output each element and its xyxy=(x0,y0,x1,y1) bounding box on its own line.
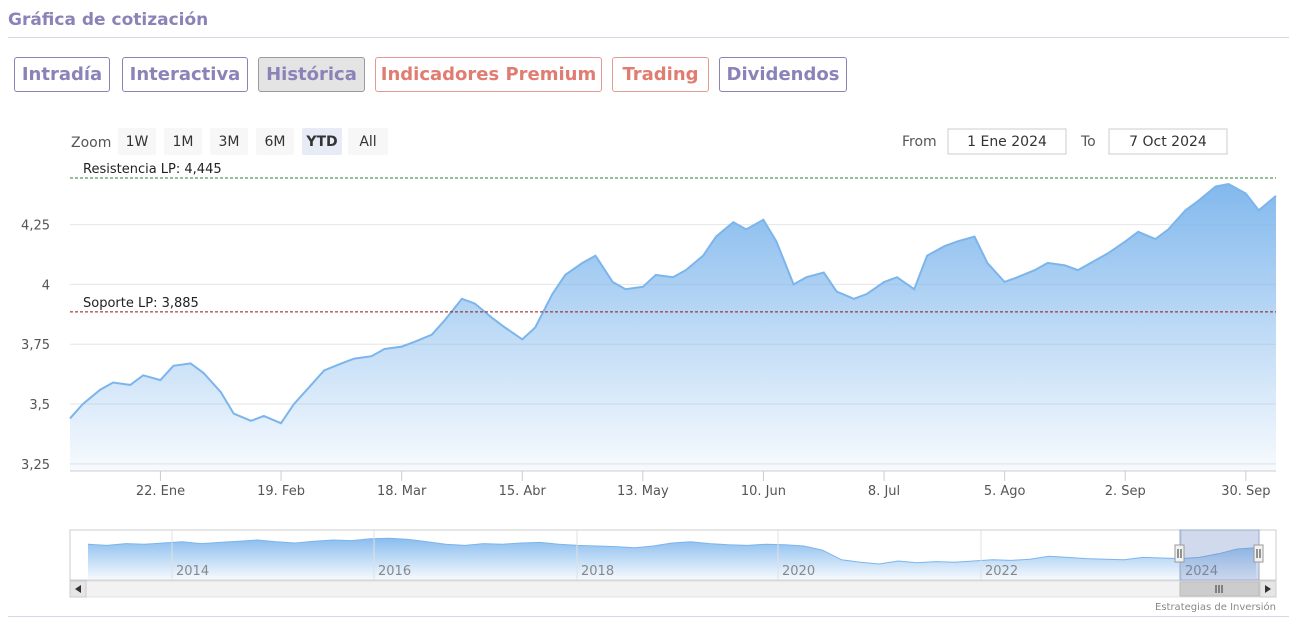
zoom-button-label: 6M xyxy=(265,134,286,150)
price-line xyxy=(69,182,1277,425)
tab-trading[interactable]: Trading xyxy=(612,57,709,92)
y-tick-label: 3,25 xyxy=(21,458,50,473)
x-tick-label: 8. Jul xyxy=(868,484,900,499)
navigator-year-label: 2016 xyxy=(378,564,411,579)
x-tick-label: 13. May xyxy=(617,484,669,499)
x-tick-label: 10. Jun xyxy=(741,484,786,499)
navigator-year-label: 2024 xyxy=(1185,564,1218,579)
y-tick-label: 3,5 xyxy=(29,398,50,413)
x-axis: 22. Ene 19. Feb 18. Mar 15. Abr 13. May 10. J… xyxy=(136,471,1271,499)
y-tick-label: 3,75 xyxy=(21,338,50,353)
zoom-button-ytd[interactable] xyxy=(302,128,342,155)
navigator-year-label: 2018 xyxy=(581,564,614,579)
zoom-buttons: 1W 1M 3M 6M YTD All xyxy=(118,128,388,155)
grip-icon xyxy=(1215,585,1223,593)
x-tick-label: 22. Ene xyxy=(136,484,185,499)
from-label: From xyxy=(902,134,937,150)
bottom-divider xyxy=(8,616,1289,617)
navigator-area xyxy=(88,538,1256,579)
support-label: Soporte LP: 3,885 xyxy=(83,296,199,311)
arrow-right-icon xyxy=(1265,585,1271,593)
to-label: To xyxy=(1080,134,1096,150)
x-tick-label: 2. Sep xyxy=(1105,484,1146,499)
y-axis: 3,25 3,5 3,75 4 4,25 xyxy=(21,219,50,473)
tab-dividendos[interactable]: Dividendos xyxy=(719,57,847,92)
navigator-handle-right[interactable] xyxy=(1253,544,1264,563)
zoom-button-label: 3M xyxy=(219,134,240,150)
navigator-year-label: 2020 xyxy=(782,564,815,579)
x-tick-label: 18. Mar xyxy=(377,484,427,499)
tab-intradia[interactable]: Intradía xyxy=(14,57,110,92)
page-title: Gráfica de cotización xyxy=(8,10,209,30)
chart-credits[interactable]: Estrategias de Inversión xyxy=(1155,601,1276,613)
price-area xyxy=(70,184,1276,471)
x-tick-label: 5. Ago xyxy=(984,484,1026,499)
navigator-line xyxy=(87,537,1257,565)
zoom-label: Zoom xyxy=(71,135,111,151)
zoom-button-label: 1M xyxy=(173,134,194,150)
tab-indicadores-premium[interactable]: Indicadores Premium xyxy=(375,57,602,92)
navigator-years: 2014 2016 2018 2020 2022 2024 xyxy=(171,530,1218,580)
annotations: Resistencia LP: 4,445 Soporte LP: 3,885 xyxy=(70,162,1276,313)
x-tick-label: 19. Feb xyxy=(257,484,305,499)
y-tick-label: 4,25 xyxy=(21,219,50,234)
tab-historica[interactable]: Histórica xyxy=(258,57,365,92)
navigator-year-label: 2014 xyxy=(176,564,209,579)
y-tick-label: 4 xyxy=(42,278,50,293)
arrow-left-icon xyxy=(75,585,81,593)
tab-interactiva[interactable]: Interactiva xyxy=(122,57,248,92)
zoom-button-label: 1W xyxy=(126,134,149,150)
x-tick-label: 30. Sep xyxy=(1221,484,1270,499)
zoom-button-label: YTD xyxy=(305,134,337,150)
x-tick-label: 15. Abr xyxy=(499,484,547,499)
to-date-input[interactable] xyxy=(1108,128,1228,155)
zoom-button-label: All xyxy=(359,134,376,150)
zoom-button-1m[interactable] xyxy=(164,128,202,155)
title-divider xyxy=(8,37,1289,38)
from-date-input[interactable] xyxy=(947,128,1067,155)
from-date-value: 1 Ene 2024 xyxy=(967,134,1047,150)
navigator-handle-left[interactable] xyxy=(1174,544,1185,563)
scrollbar-track[interactable] xyxy=(69,580,1277,598)
to-date-value: 7 Oct 2024 xyxy=(1129,134,1207,150)
zoom-button-1w[interactable] xyxy=(118,128,156,155)
zoom-button-all[interactable] xyxy=(348,128,388,155)
navigator-selected-range[interactable] xyxy=(1179,529,1260,581)
zoom-button-6m[interactable] xyxy=(256,128,294,155)
resistance-label: Resistencia LP: 4,445 xyxy=(83,162,222,177)
navigator-year-label: 2022 xyxy=(985,564,1018,579)
zoom-button-3m[interactable] xyxy=(210,128,248,155)
